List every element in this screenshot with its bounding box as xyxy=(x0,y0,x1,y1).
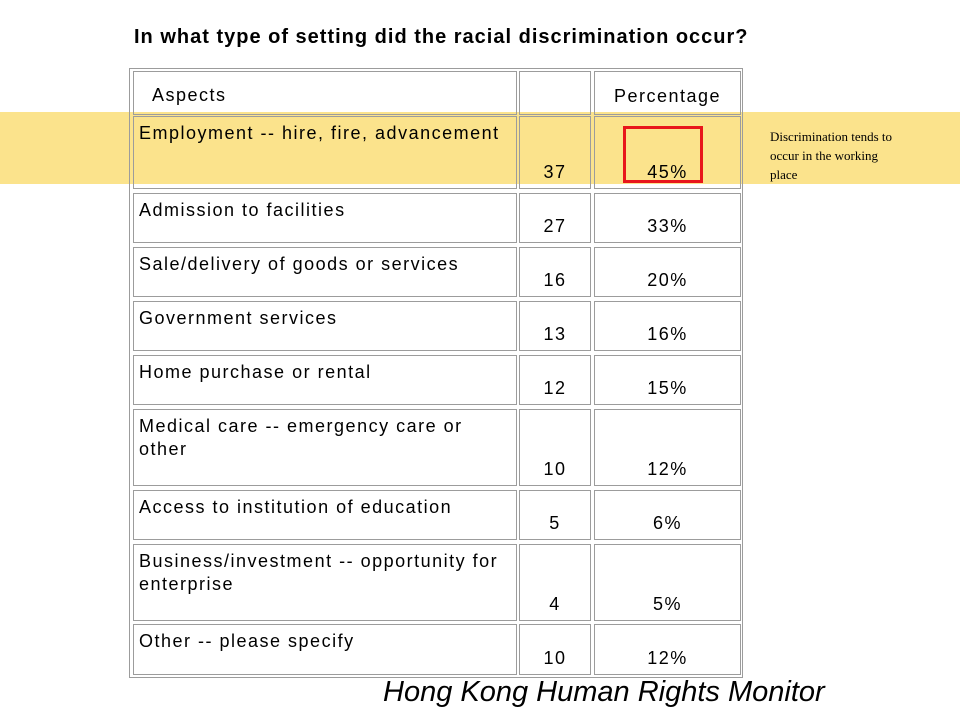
emphasis-box xyxy=(623,126,703,183)
row-count: 27 xyxy=(519,193,591,243)
row-percentage: 6% xyxy=(594,490,741,540)
row-percentage: 5% xyxy=(594,544,741,621)
row-aspect: Medical care -- emergency care or other xyxy=(133,409,517,486)
discrimination-table: Aspects Percentage Employment -- hire, f… xyxy=(129,68,743,678)
header-count xyxy=(519,71,591,115)
row-percentage: 33% xyxy=(594,193,741,243)
row-count: 10 xyxy=(519,409,591,486)
row-aspect: Other -- please specify xyxy=(133,624,517,675)
row-percentage: 20% xyxy=(594,247,741,297)
header-aspects: Aspects xyxy=(133,71,517,115)
row-count: 5 xyxy=(519,490,591,540)
header-percentage: Percentage xyxy=(594,71,741,115)
annotation-note: Discrimination tends to occur in the wor… xyxy=(770,129,893,182)
row-aspect: Home purchase or rental xyxy=(133,355,517,405)
row-aspect: Admission to facilities xyxy=(133,193,517,243)
row-aspect: Employment -- hire, fire, advancement xyxy=(133,116,517,189)
row-count: 16 xyxy=(519,247,591,297)
highlight-band xyxy=(0,112,960,184)
row-percentage: 45% xyxy=(594,116,741,189)
row-percentage: 15% xyxy=(594,355,741,405)
row-percentage: 16% xyxy=(594,301,741,351)
row-aspect: Sale/delivery of goods or services xyxy=(133,247,517,297)
row-count: 37 xyxy=(519,116,591,189)
row-percentage: 12% xyxy=(594,409,741,486)
slide-title: In what type of setting did the racial d… xyxy=(134,26,749,48)
row-count: 4 xyxy=(519,544,591,621)
footer-organization: Hong Kong Human Rights Monitor xyxy=(383,676,825,708)
row-aspect: Business/investment -- opportunity for e… xyxy=(133,544,517,621)
row-count: 12 xyxy=(519,355,591,405)
row-aspect: Access to institution of education xyxy=(133,490,517,540)
row-count: 10 xyxy=(519,624,591,675)
row-count: 13 xyxy=(519,301,591,351)
row-percentage: 12% xyxy=(594,624,741,675)
row-aspect: Government services xyxy=(133,301,517,351)
